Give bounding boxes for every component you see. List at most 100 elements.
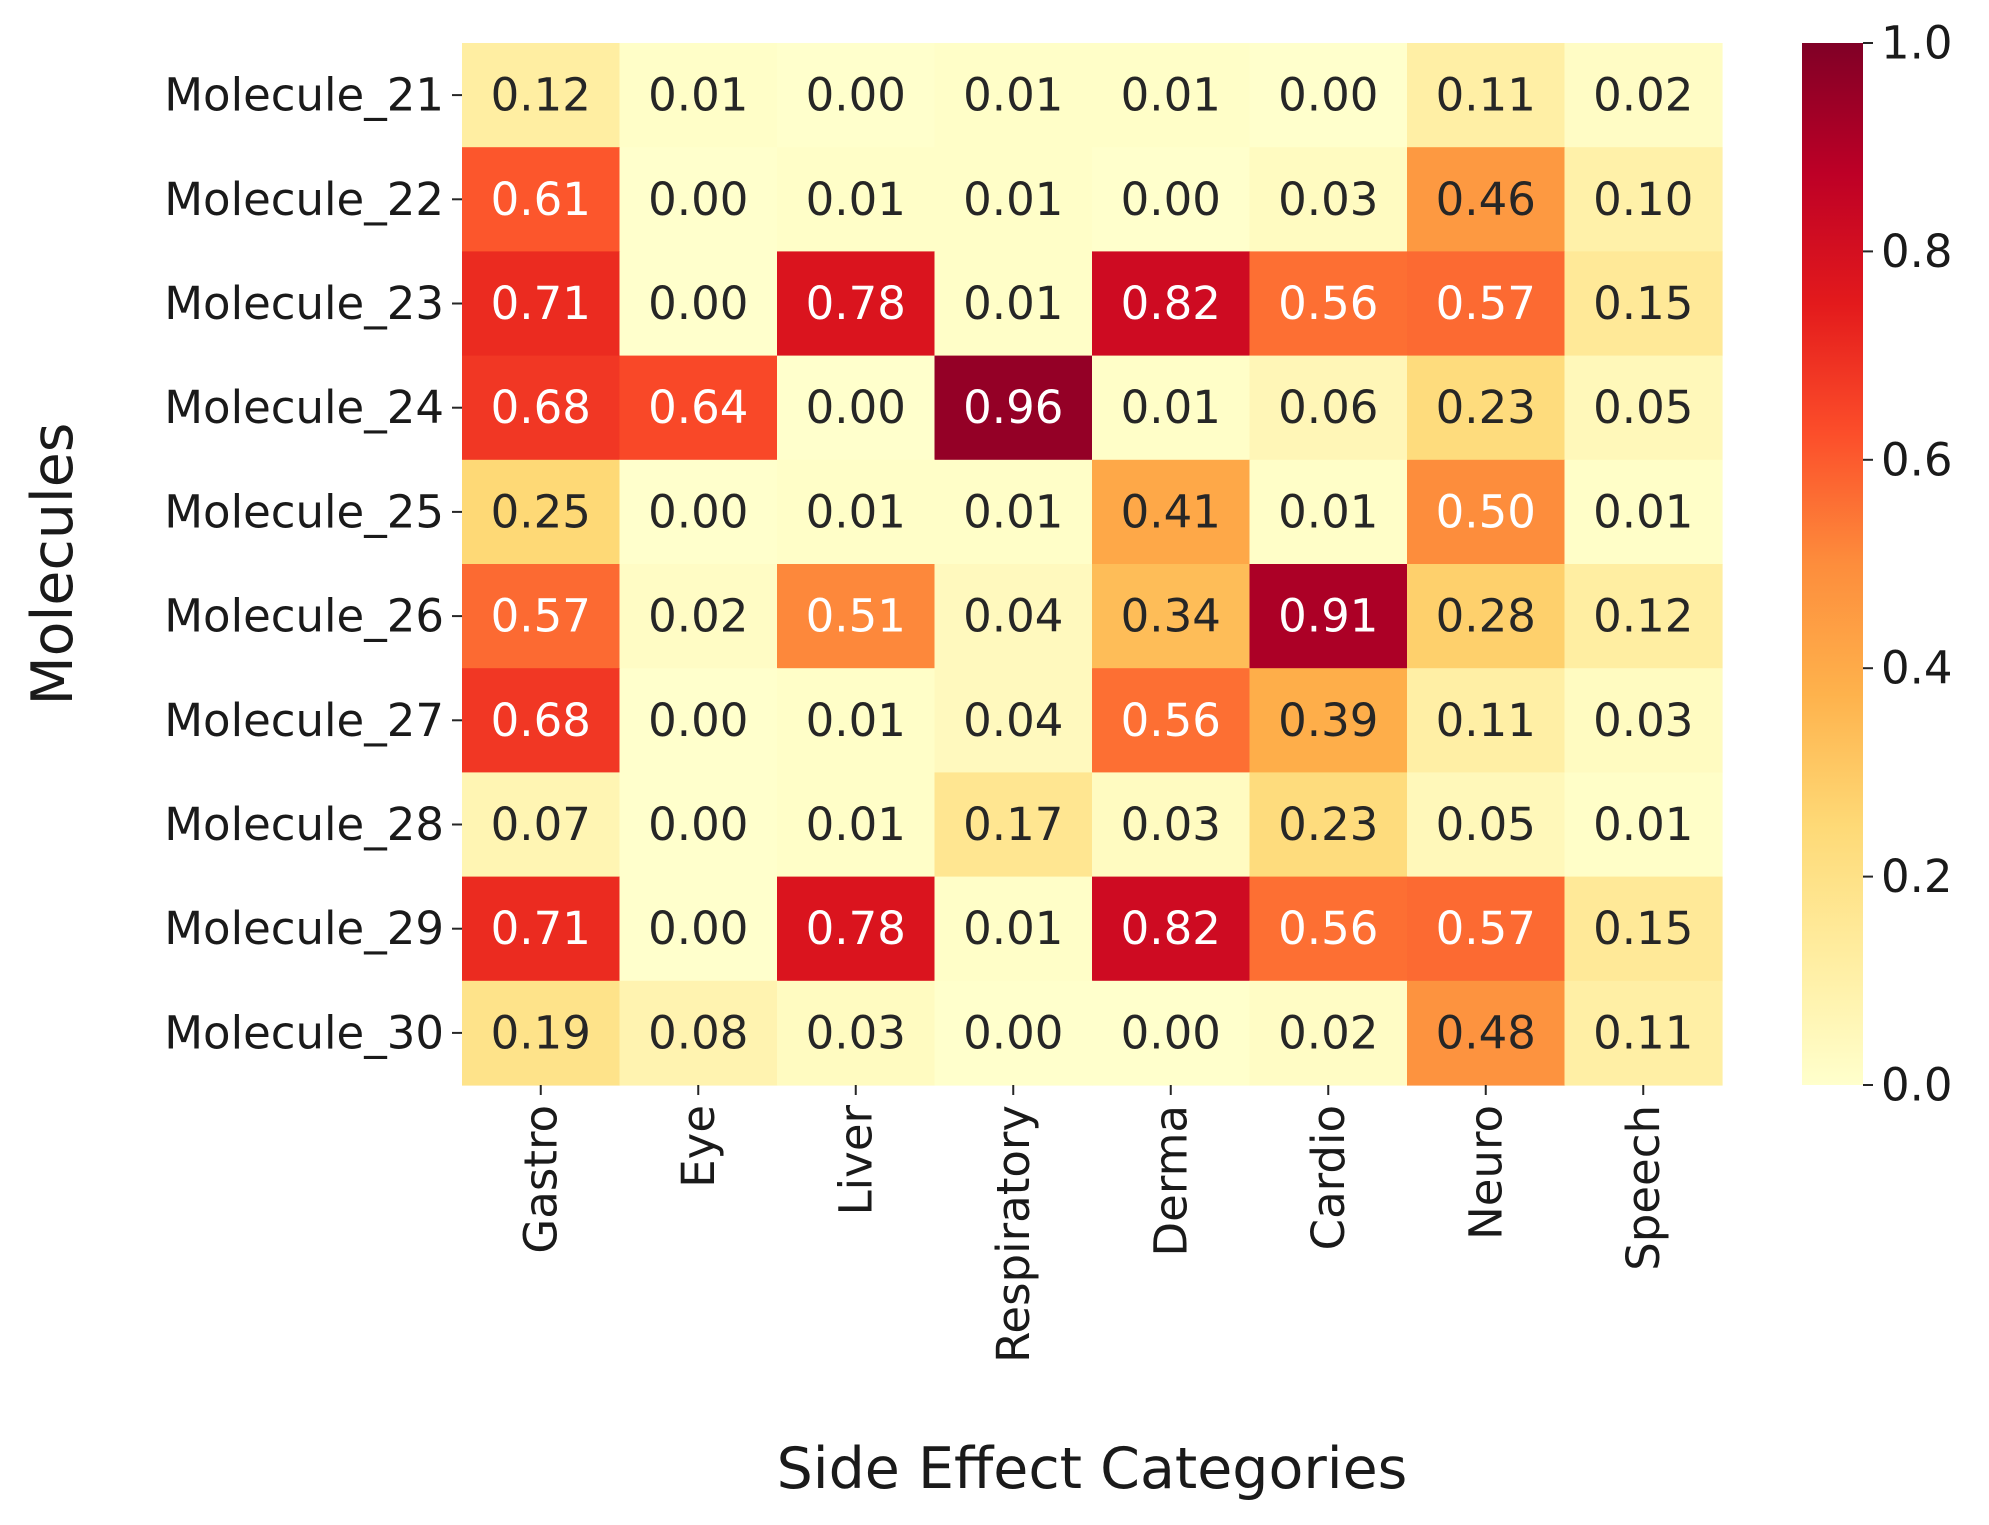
- heatmap-cell: [1249, 43, 1408, 148]
- heatmap-cell-label: 0.56: [1121, 694, 1221, 747]
- y-tick-label: Molecule_27: [164, 694, 444, 747]
- colorbar-tick-label: 1.0: [1881, 17, 1953, 70]
- heatmap-cell: [1407, 564, 1566, 669]
- colorbar: 0.0 0.2 0.4 0.6 0.8 1.0: [1802, 17, 1953, 1112]
- heatmap-cell-label: 0.61: [491, 173, 591, 226]
- heatmap-cell-label: 0.07: [491, 798, 591, 851]
- heatmap-cell: [1092, 668, 1251, 773]
- heatmap-cell: [934, 355, 1093, 461]
- heatmap-cell: [934, 772, 1093, 878]
- x-tick-label: Liver: [829, 1105, 882, 1216]
- heatmap-cell: [619, 564, 778, 669]
- heatmap-cell-label: 0.03: [1278, 173, 1378, 226]
- heatmap-cell: [462, 564, 621, 669]
- heatmap-cell-label: 0.00: [648, 173, 748, 226]
- y-tick-label: Molecule_21: [164, 69, 444, 122]
- heatmap-cell-label: 0.17: [963, 798, 1063, 851]
- heatmap-cell-label: 0.78: [806, 902, 906, 955]
- heatmap-cell: [777, 251, 936, 357]
- heatmap-cell: [1092, 43, 1251, 148]
- colorbar-tick-label: 0.2: [1881, 850, 1953, 903]
- x-tick-label: Speech: [1617, 1105, 1670, 1271]
- heatmap-cell: [777, 147, 936, 252]
- heatmap-cell-label: 0.64: [648, 381, 748, 434]
- heatmap-cell: [934, 980, 1093, 1086]
- heatmap-cell-label: 0.01: [963, 902, 1063, 955]
- heatmap-cell-label: 0.50: [1436, 485, 1536, 538]
- heatmap-cell-labels: 0.12 0.01 0.00 0.01 0.01 0.00 0.11 0.02 0.61 0.00…: [491, 69, 1694, 1060]
- x-tick-label: Neuro: [1459, 1105, 1512, 1240]
- heatmap-cell-label: 0.23: [1436, 381, 1536, 434]
- y-tick-label: Molecule_25: [164, 485, 444, 538]
- heatmap-cell-label: 0.68: [491, 381, 591, 434]
- heatmap-cell-label: 0.00: [648, 694, 748, 747]
- x-axis: Gastro Eye Liver Respiratory Derma Cardio Neur…: [514, 1085, 1670, 1363]
- heatmap-cell-label: 0.00: [806, 69, 906, 122]
- heatmap-cell-label: 0.23: [1278, 798, 1378, 851]
- heatmap-cell: [934, 147, 1093, 252]
- heatmap-cell: [1564, 43, 1723, 148]
- heatmap-cell: [462, 43, 621, 148]
- heatmap-cell-label: 0.12: [491, 69, 591, 122]
- heatmap-cell-label: 0.01: [1593, 485, 1693, 538]
- heatmap-cell: [1407, 876, 1566, 982]
- y-tick-label: Molecule_30: [164, 1006, 444, 1059]
- heatmap-cell-label: 0.01: [806, 485, 906, 538]
- heatmap-cell: [1249, 668, 1408, 773]
- heatmap-cell-label: 0.02: [1278, 1006, 1378, 1059]
- heatmap-cell: [1249, 459, 1408, 565]
- heatmap-cell: [462, 147, 621, 252]
- heatmap-cell-label: 0.71: [491, 277, 591, 330]
- heatmap-cell: [1407, 668, 1566, 773]
- heatmap-cell: [1407, 772, 1566, 878]
- heatmap-cell: [619, 459, 778, 565]
- heatmap-cell-label: 0.82: [1121, 902, 1221, 955]
- heatmap-cell: [1249, 876, 1408, 982]
- heatmap-cell: [1564, 355, 1723, 461]
- y-tick-label: Molecule_24: [164, 381, 444, 434]
- heatmap-cell: [777, 43, 936, 148]
- heatmap-cell-label: 0.01: [963, 485, 1063, 538]
- heatmap-cell-label: 0.28: [1436, 590, 1536, 643]
- heatmap-cell: [777, 355, 936, 461]
- heatmap-cell: [1407, 251, 1566, 357]
- y-tick-label: Molecule_29: [164, 902, 444, 955]
- heatmap-cell-label: 0.34: [1121, 590, 1221, 643]
- heatmap-cell: [1092, 355, 1251, 461]
- heatmap-cell: [619, 355, 778, 461]
- heatmap-cell: [1092, 980, 1251, 1086]
- heatmap-cell: [934, 668, 1093, 773]
- heatmap-cell: [1249, 980, 1408, 1086]
- heatmap-cell: [777, 459, 936, 565]
- heatmap-cell-label: 0.11: [1593, 1006, 1693, 1059]
- heatmap-cell: [777, 876, 936, 982]
- heatmap-cell-label: 0.15: [1593, 902, 1693, 955]
- heatmap-cell: [619, 876, 778, 982]
- heatmap-cell-label: 0.00: [963, 1006, 1063, 1059]
- heatmap-cell-label: 0.01: [1121, 381, 1221, 434]
- y-tick-label: Molecule_26: [164, 590, 444, 643]
- heatmap-cell: [1092, 564, 1251, 669]
- heatmap-cell-label: 0.00: [806, 381, 906, 434]
- heatmap-cell: [1249, 564, 1408, 669]
- heatmap-cell: [934, 564, 1093, 669]
- colorbar-tick-label: 0.4: [1881, 642, 1953, 695]
- heatmap-cell: [1249, 251, 1408, 357]
- heatmap-cell-label: 0.03: [1593, 694, 1693, 747]
- heatmap-cell-label: 0.15: [1593, 277, 1693, 330]
- heatmap-cell: [1564, 147, 1723, 252]
- heatmap-cell: [777, 668, 936, 773]
- heatmap-cell-label: 0.96: [963, 381, 1063, 434]
- heatmap-cell-label: 0.05: [1593, 381, 1693, 434]
- heatmap-cell: [1092, 147, 1251, 252]
- heatmap-cells: [462, 43, 1723, 1086]
- heatmap-cell-label: 0.00: [648, 902, 748, 955]
- heatmap-cell-label: 0.01: [1121, 69, 1221, 122]
- colorbar-tick-label: 0.8: [1881, 225, 1953, 278]
- heatmap-cell-label: 0.04: [963, 590, 1063, 643]
- heatmap-cell: [1407, 980, 1566, 1086]
- heatmap-cell-label: 0.39: [1278, 694, 1378, 747]
- x-tick-label: Gastro: [514, 1105, 567, 1254]
- heatmap-cell: [1092, 876, 1251, 982]
